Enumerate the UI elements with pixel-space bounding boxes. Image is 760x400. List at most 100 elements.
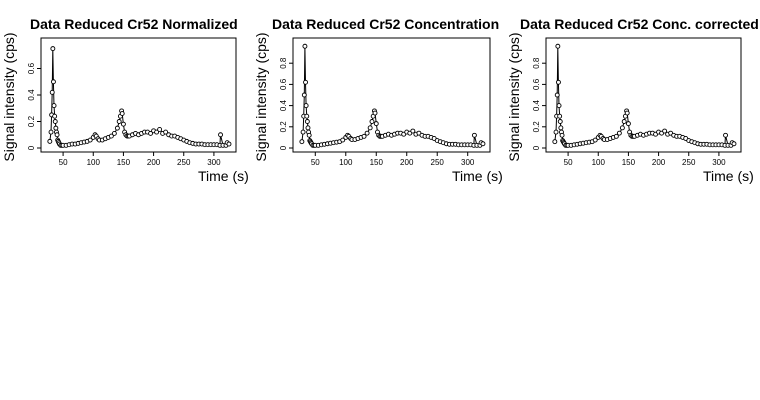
data-point xyxy=(120,121,126,127)
data-point xyxy=(49,89,55,95)
x-tick-label: 250 xyxy=(431,158,445,167)
series-line xyxy=(49,48,230,146)
x-tick-label: 50 xyxy=(564,158,573,167)
y-tick-label: 0.6 xyxy=(27,62,36,74)
y-tick-label: 0.8 xyxy=(532,57,541,69)
data-point xyxy=(616,130,622,136)
data-point xyxy=(554,92,560,98)
y-tick-label: 0.4 xyxy=(27,89,36,101)
data-point xyxy=(303,79,308,85)
x-tick-label: 200 xyxy=(400,158,414,167)
x-tick-label: 300 xyxy=(207,158,221,167)
data-point xyxy=(47,138,53,144)
data-point xyxy=(367,125,373,131)
x-axis-label: Time (s) xyxy=(703,168,754,184)
x-tick-label: 100 xyxy=(339,158,353,167)
x-tick-label: 300 xyxy=(461,158,475,167)
data-point xyxy=(111,130,117,136)
x-tick-label: 200 xyxy=(147,158,161,167)
series-line xyxy=(554,46,735,146)
data-point xyxy=(624,110,630,116)
x-tick-label: 250 xyxy=(177,158,191,167)
y-tick-label: 0.2 xyxy=(279,121,288,133)
plot-frame xyxy=(292,37,491,153)
series-line xyxy=(301,46,484,146)
y-axis-label: Signal intensity (cps) xyxy=(253,32,269,161)
y-tick-label: 0 xyxy=(279,145,288,150)
data-point xyxy=(154,129,160,135)
data-point xyxy=(53,125,59,131)
data-point xyxy=(157,126,163,132)
data-point xyxy=(372,110,378,116)
data-point xyxy=(304,119,310,124)
data-point xyxy=(303,103,309,109)
data-point xyxy=(52,113,58,119)
x-axis-label: Time (s) xyxy=(198,168,249,184)
y-tick-label: 0.4 xyxy=(279,99,288,111)
y-tick-label: 0.2 xyxy=(532,121,541,133)
x-tick-label: 150 xyxy=(117,158,131,167)
data-point xyxy=(480,141,486,147)
data-point xyxy=(731,141,737,147)
data-point xyxy=(613,133,619,139)
data-point xyxy=(305,125,311,131)
data-point xyxy=(559,132,565,138)
chart-title: Data Reduced Cr52 Normalized xyxy=(30,16,238,32)
data-point xyxy=(555,79,561,85)
chart-panel-1: Data Reduced Cr52 Normalized 50 100 150 200 2… xyxy=(1,16,249,184)
data-point xyxy=(552,139,558,145)
x-tick-label: 200 xyxy=(652,158,666,167)
data-point xyxy=(555,43,561,49)
chart-title: Data Reduced Cr52 Conc. corrected xyxy=(520,16,759,32)
data-point xyxy=(369,119,375,124)
data-point xyxy=(119,111,125,117)
y-tick-label: 0 xyxy=(27,145,36,150)
data-point xyxy=(556,103,562,109)
y-tick-label: 0.6 xyxy=(279,78,288,90)
data-point xyxy=(557,119,563,124)
data-point xyxy=(51,103,57,109)
x-tick-label: 50 xyxy=(311,158,320,167)
y-axis-label: Signal intensity (cps) xyxy=(506,32,522,161)
data-point xyxy=(662,128,668,134)
data-point xyxy=(592,137,598,143)
data-point xyxy=(557,113,563,119)
data-point xyxy=(558,125,564,131)
data-point xyxy=(364,130,370,136)
data-point xyxy=(361,133,367,139)
chart-title: Data Reduced Cr52 Concentration xyxy=(272,16,499,32)
data-point xyxy=(300,129,306,135)
data-point xyxy=(471,132,477,138)
y-axis-label: Signal intensity (cps) xyxy=(1,32,17,161)
data-point xyxy=(108,133,114,139)
y-tick-label: 0.8 xyxy=(279,57,288,69)
chart-panel-2: Data Reduced Cr52 Concentration 50 100 150 2… xyxy=(253,16,503,184)
data-point xyxy=(553,129,559,135)
data-point xyxy=(723,132,728,138)
data-point xyxy=(373,121,379,127)
chart-panel-3: Data Reduced Cr52 Conc. corrected 50 100 15… xyxy=(506,16,759,184)
x-tick-label: 300 xyxy=(712,158,726,167)
data-point xyxy=(625,121,631,127)
data-point xyxy=(87,137,93,143)
y-tick-label: 0.6 xyxy=(532,78,541,90)
data-point xyxy=(50,46,56,52)
y-tick-label: 0.4 xyxy=(532,99,541,111)
x-tick-label: 150 xyxy=(370,158,384,167)
x-tick-label: 100 xyxy=(87,158,101,167)
data-point xyxy=(50,79,56,85)
data-point xyxy=(226,141,232,147)
data-point xyxy=(306,132,312,138)
data-point xyxy=(619,125,625,131)
plot-frame xyxy=(545,37,742,153)
data-point xyxy=(52,119,58,124)
data-point xyxy=(114,125,120,131)
data-point xyxy=(48,129,54,135)
data-point xyxy=(54,132,60,138)
data-point xyxy=(299,139,305,145)
data-point xyxy=(116,119,122,124)
data-point xyxy=(621,119,627,124)
x-tick-label: 100 xyxy=(592,158,606,167)
data-point xyxy=(301,92,307,98)
x-axis-label: Time (s) xyxy=(452,168,503,184)
